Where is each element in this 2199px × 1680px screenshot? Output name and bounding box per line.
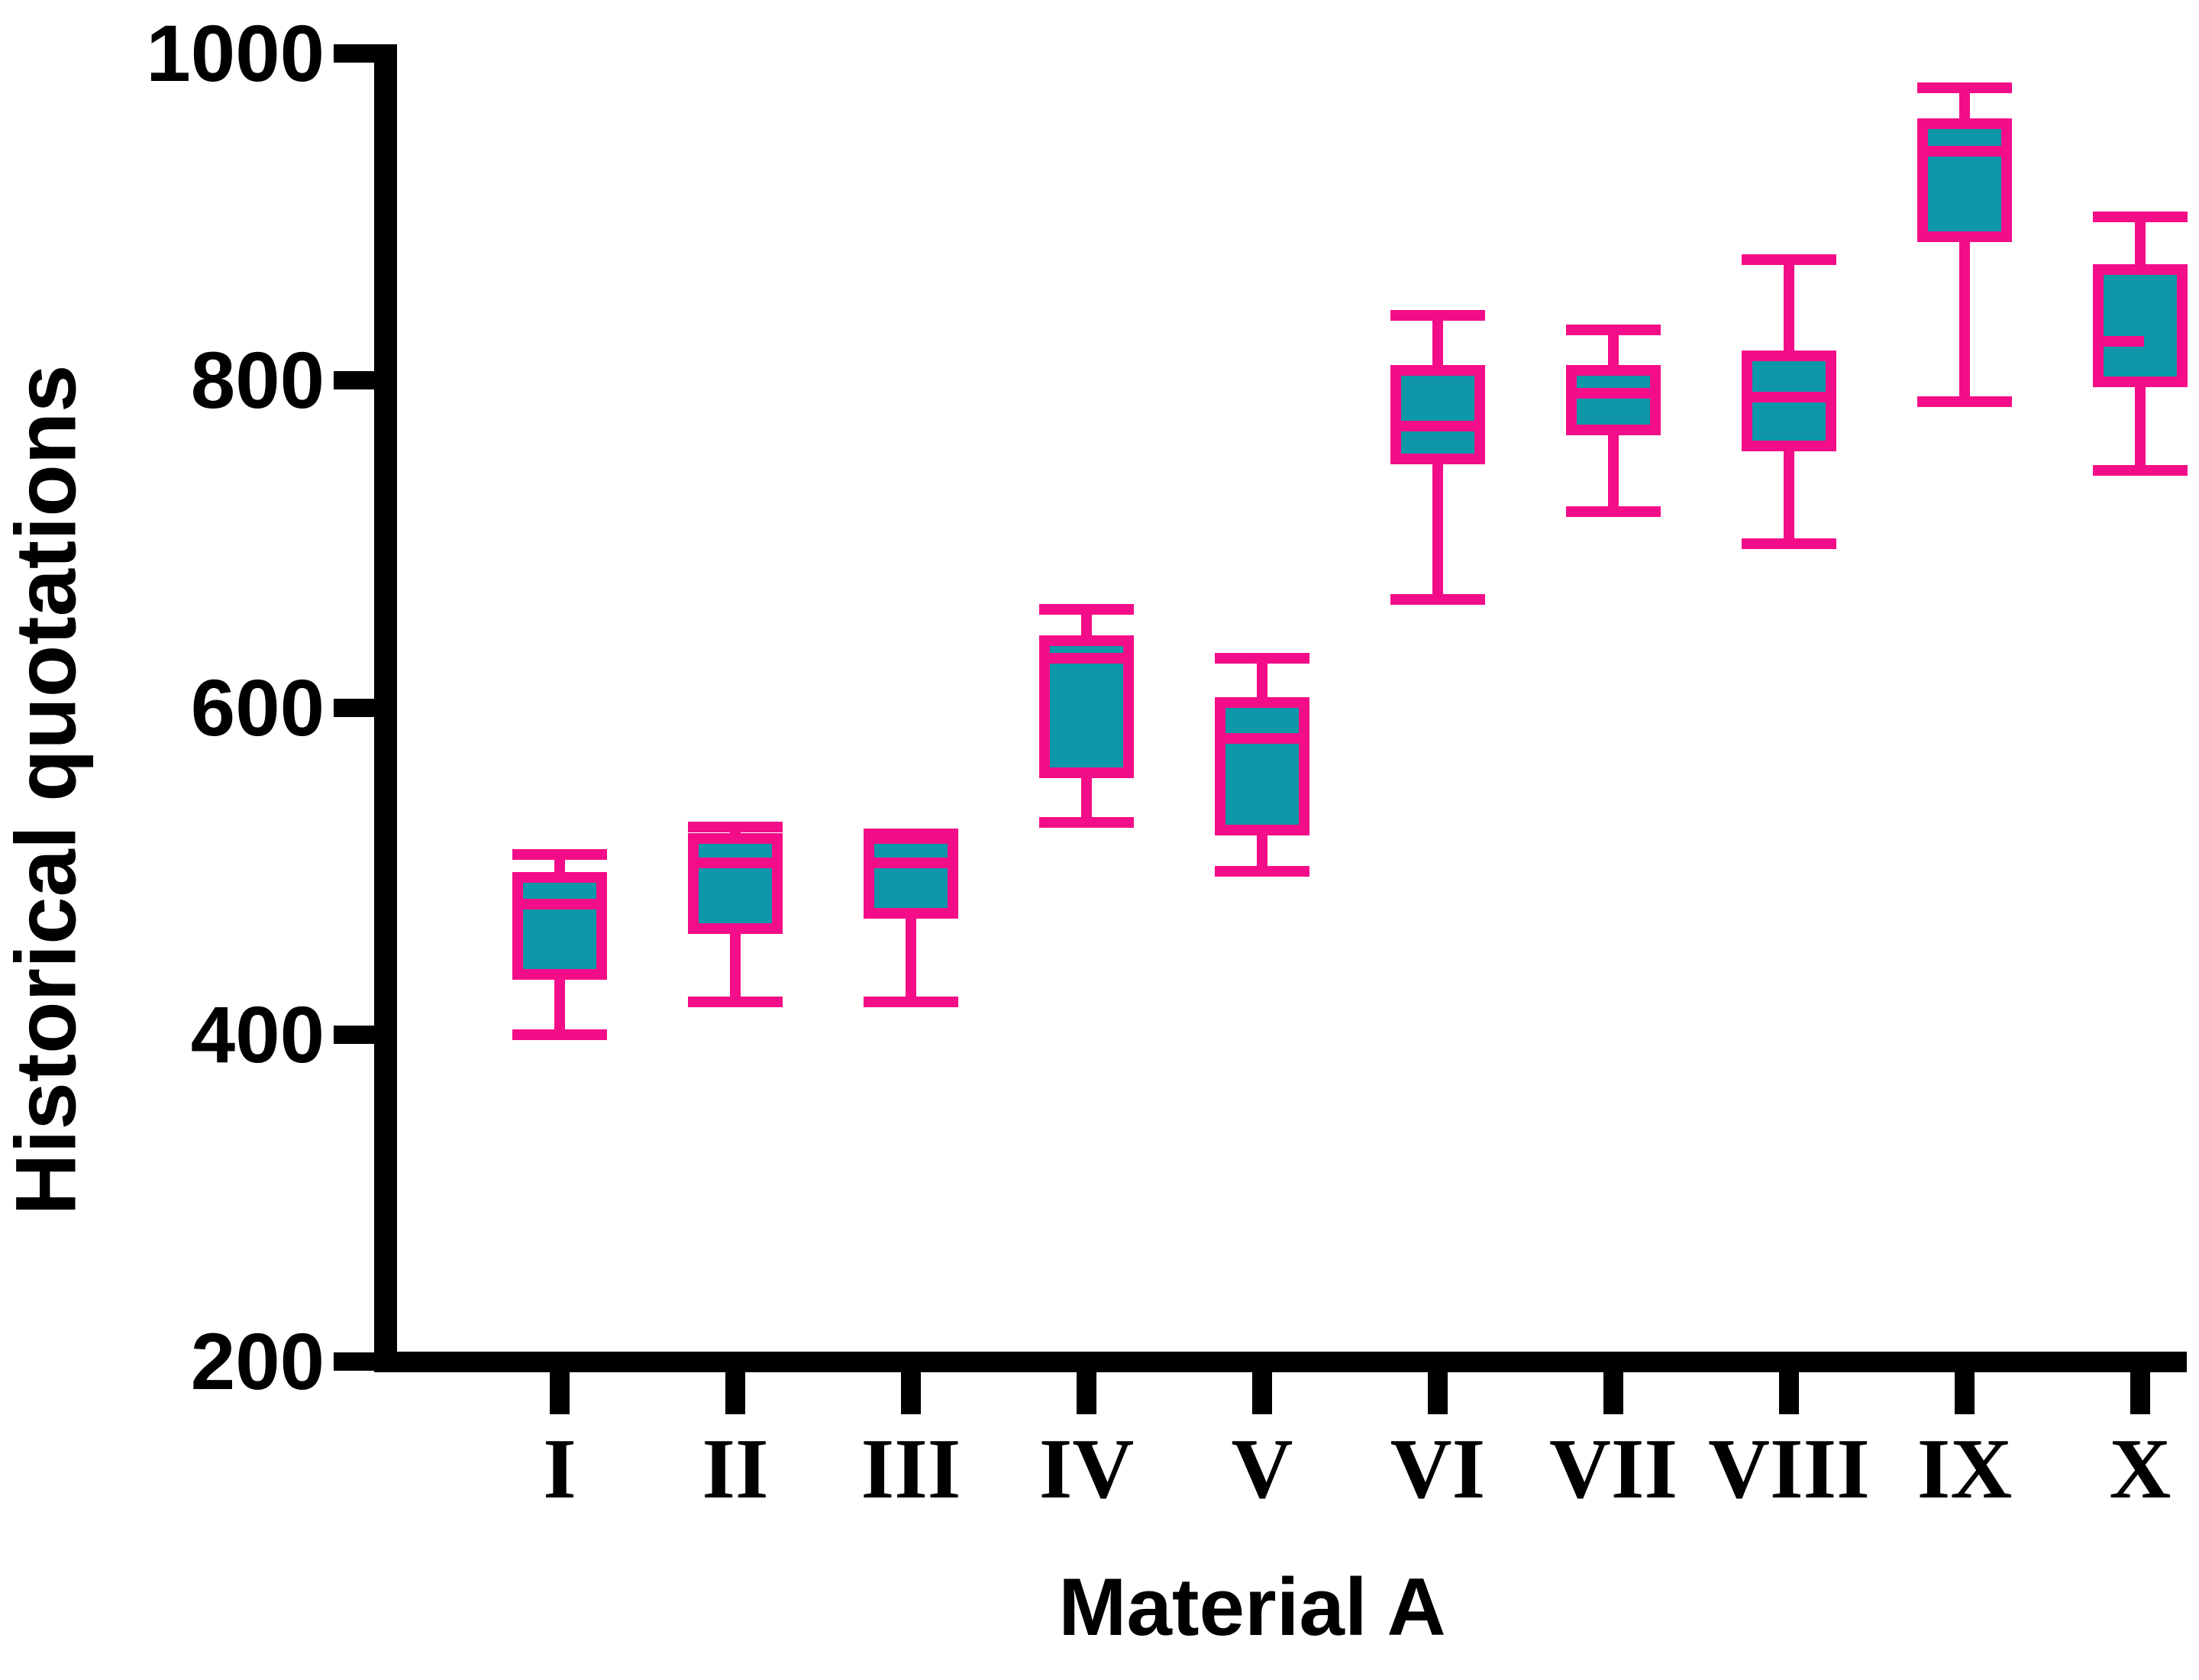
x-tick-label: VII: [1548, 1422, 1678, 1517]
x-tick-label: VIII: [1708, 1422, 1870, 1517]
y-tick-mark: [334, 1025, 374, 1044]
median-line: [1928, 146, 2001, 157]
whisker-cap-bottom: [688, 997, 783, 1008]
median-line: [1752, 391, 1826, 402]
x-tick-label: I: [543, 1422, 576, 1517]
box-rect-IX: [1917, 118, 2012, 242]
box-rect-V: [1215, 697, 1309, 836]
median-line: [874, 858, 948, 869]
whisker-cap-top: [688, 821, 783, 832]
median-line: [1577, 388, 1650, 399]
x-tick-mark: [1955, 1372, 1975, 1414]
x-tick-mark: [550, 1372, 570, 1414]
median-line: [2104, 335, 2144, 347]
x-tick-mark: [2130, 1372, 2150, 1414]
whisker-cap-top: [1917, 82, 2012, 93]
y-tick-mark: [334, 1352, 374, 1371]
x-tick-label: IX: [1916, 1422, 2013, 1517]
x-axis-title: Material A: [1058, 1561, 1446, 1653]
median-line: [523, 898, 596, 909]
x-tick-label: III: [861, 1422, 961, 1517]
whisker-cap-bottom: [864, 997, 958, 1008]
whisker-cap-top: [1390, 309, 1485, 321]
whisker-cap-bottom: [1390, 594, 1485, 606]
box-rect-X: [2093, 263, 2188, 388]
box-rect-VII: [1566, 365, 1661, 435]
whisker-cap-top: [512, 849, 607, 861]
whisker-cap-bottom: [1917, 396, 2012, 408]
x-tick-mark: [1779, 1372, 1799, 1414]
x-tick-label: VI: [1390, 1422, 1486, 1517]
whisker-cap-top: [2093, 212, 2188, 223]
box-rect-III: [864, 832, 958, 919]
x-tick-mark: [725, 1372, 745, 1414]
x-tick-label: X: [2109, 1422, 2172, 1517]
whisker-cap-top: [1566, 324, 1661, 335]
x-tick-label: II: [702, 1422, 769, 1517]
x-tick-mark: [1603, 1372, 1623, 1414]
y-axis-line: [374, 44, 397, 1372]
y-tick-label: 200: [190, 1317, 325, 1407]
x-tick-label: V: [1231, 1422, 1293, 1517]
whisker-cap-bottom: [2093, 465, 2188, 477]
y-tick-label: 800: [190, 336, 325, 426]
median-line: [1225, 733, 1299, 745]
x-tick-mark: [901, 1372, 921, 1414]
x-tick-mark: [1428, 1372, 1448, 1414]
y-tick-mark: [334, 371, 374, 390]
box-rect-II: [688, 832, 783, 934]
whisker-cap-bottom: [1039, 816, 1134, 828]
y-tick-mark: [334, 44, 374, 63]
x-tick-mark: [1077, 1372, 1096, 1414]
y-tick-label: 600: [190, 663, 325, 753]
whisker-cap-top: [1742, 254, 1836, 265]
box-rect-VI: [1390, 365, 1485, 465]
y-tick-mark: [334, 698, 374, 717]
x-axis-line: [374, 1352, 2187, 1372]
whisker-cap-top: [1039, 604, 1134, 615]
y-axis-title: Historical quotations: [0, 364, 94, 1216]
y-tick-label: 1000: [146, 9, 325, 99]
median-line: [1401, 421, 1474, 432]
whisker-cap-bottom: [1566, 506, 1661, 517]
whisker-cap-top: [1215, 653, 1309, 664]
y-tick-label: 400: [190, 990, 325, 1080]
whisker-cap-bottom: [1215, 865, 1309, 877]
x-tick-mark: [1252, 1372, 1272, 1414]
median-line: [1050, 653, 1123, 664]
x-tick-label: IV: [1038, 1422, 1135, 1517]
whisker-cap-bottom: [512, 1029, 607, 1040]
whisker-cap-bottom: [1742, 538, 1836, 550]
box-rect-I: [512, 872, 607, 980]
median-line: [699, 858, 772, 869]
